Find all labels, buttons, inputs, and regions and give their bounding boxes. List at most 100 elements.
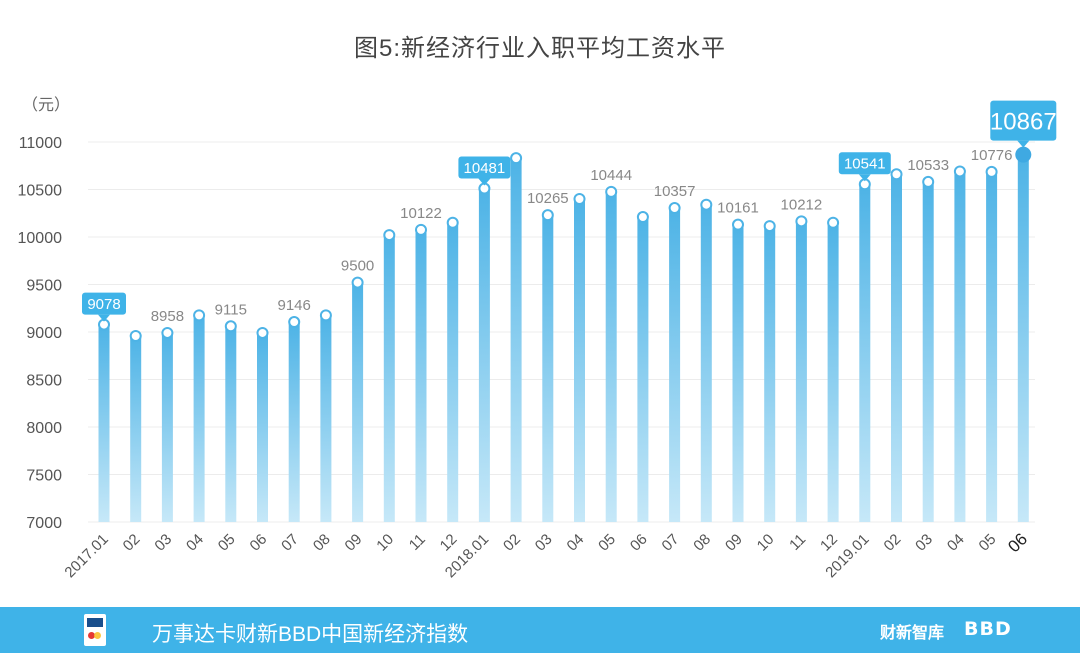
x-tick-label: 12 [817,531,841,555]
x-tick-label: 04 [183,531,207,555]
x-tick-label: 10 [373,531,397,555]
bar [986,171,998,523]
caixin-think-tank-logo: 财新智库 [880,625,945,642]
bar-marker [827,216,840,229]
bar-marker [668,202,681,215]
y-tick-label: 8000 [26,420,62,437]
bar [510,158,522,522]
y-tick-label: 8500 [26,373,62,390]
bar-marker [890,168,903,181]
bar [574,199,585,522]
footer-banner: 万事达卡财新BBD中国新经济指数 财新智库 BBD [0,607,1080,653]
bar-marker [415,223,427,236]
bar-marker [732,218,744,231]
bar-marker [193,309,206,322]
x-tick-label: 07 [278,531,302,555]
bar [352,282,364,522]
bar [795,221,807,522]
y-tick-label: 9000 [26,325,62,342]
bar [922,181,934,522]
callout-box [990,100,1057,141]
y-tick-label: 7000 [26,515,62,532]
grid-lines [88,141,1035,523]
x-tick-label: 12 [437,531,461,555]
x-tick-label: 06 [627,531,651,555]
data-label: 10481 [464,160,506,177]
y-tick-label: 10500 [18,183,63,200]
bar [542,215,554,522]
y-tick-label: 10000 [18,230,63,247]
bar [383,235,395,522]
callout-pointer [98,314,110,322]
callout-pointer [1017,140,1030,148]
bar-chart: 700075008000850090009500100001050011000 … [18,96,1057,581]
bar-marker [763,220,776,233]
data-label: 10357 [654,183,696,200]
x-tick-label: 11 [406,531,429,554]
bar [193,315,205,522]
x-tick-label: 05 [976,531,1000,555]
bbd-logo: BBD [964,618,1012,640]
callout-box [82,292,126,315]
x-tick-label: 03 [151,531,175,555]
x-tick-label: 02 [881,531,905,555]
bar-marker [256,326,269,339]
x-tick-label: 04 [944,531,968,555]
x-tick-label: 08 [690,531,714,555]
bar-marker [446,216,459,229]
bar [764,226,776,522]
y-tick-label: 7500 [26,468,62,485]
bar-marker [129,329,142,342]
data-label: 9146 [278,297,311,314]
x-tick-label: 03 [532,531,556,555]
x-tick-label: 2017.01 [61,531,111,581]
x-tick-label: 09 [342,531,366,555]
bar-marker [1015,146,1032,163]
nei-logo-icon [84,614,106,646]
bar-marker [636,211,649,224]
bar-marker [224,320,237,333]
data-label: 10161 [717,200,759,217]
bar-marker [383,229,396,242]
bar-marker [541,209,554,222]
x-tick-label: 06 [247,531,271,555]
bar [827,222,839,522]
bar [98,324,110,522]
chart-title: 图5:新经济行业入职平均工资水平 [353,35,726,62]
callout-box [838,152,891,175]
data-label: 10867 [990,108,1057,135]
x-tick-label: 08 [310,531,334,555]
data-label: 9500 [341,258,374,275]
bar-marker [953,165,966,178]
x-tick-label: 09 [722,531,746,555]
data-label: 10776 [971,147,1013,164]
y-axis-ticks: 7000 7500 8000 8500 9000 9500 10000 10500 11000 [18,135,63,532]
bar [954,171,966,522]
x-tick-label: 05 [215,531,239,555]
callout-pointer [858,174,871,182]
bar [415,229,427,522]
bars [98,154,1029,523]
data-labels: 9078 8958 9115 9146 9500 10122 10481 10265 10444… [82,100,1057,325]
bar [700,204,712,522]
bar [320,315,332,522]
data-label: 10444 [590,167,632,184]
bar-marker [161,326,174,339]
bar [891,174,902,523]
bar [669,208,681,522]
x-tick-label: 04 [564,531,588,555]
x-tick-label: 07 [659,531,683,555]
bar [605,191,617,522]
bar [1017,154,1029,522]
x-tick-label: 03 [912,531,936,555]
bar [859,184,871,522]
y-tick-label: 9500 [26,278,62,295]
bar-marker [922,175,935,188]
data-label: 10212 [781,196,823,213]
bar-marker [351,276,364,289]
bar [447,222,459,522]
bar-marker [700,198,713,211]
x-tick-label: 02 [500,531,524,555]
data-label: 10265 [527,190,569,207]
